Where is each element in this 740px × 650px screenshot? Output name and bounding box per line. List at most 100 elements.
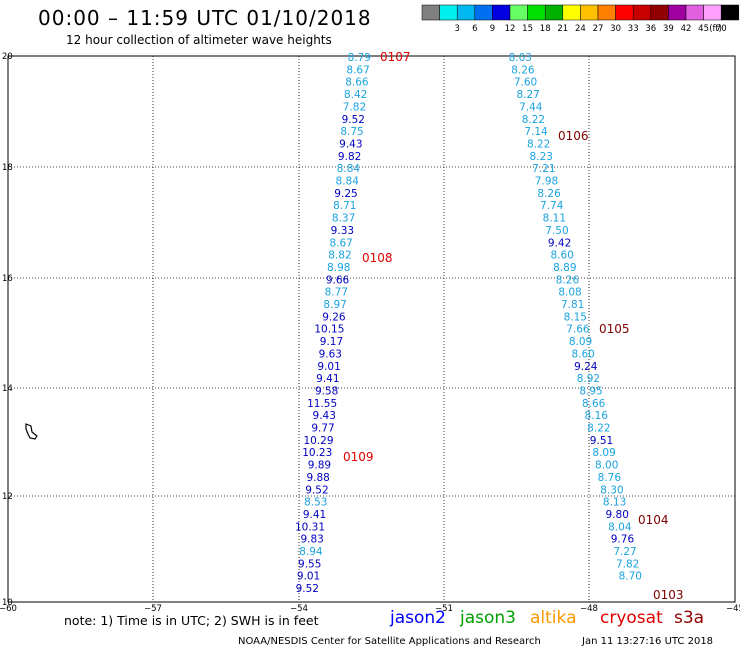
legend-jason2: jason2 xyxy=(390,608,446,628)
swh-value: 8.09 xyxy=(569,336,592,348)
lat-tick-label: 20 xyxy=(2,52,13,62)
swh-value: 9.77 xyxy=(311,423,334,435)
color-legend: 3 6 9 12 15 18 21 24 27 30 33 36 39 42 45 70(ft) xyxy=(421,4,740,34)
swh-value: 8.11 xyxy=(543,213,566,225)
swh-value: 8.09 xyxy=(592,447,615,459)
legend-tick-label: 15 xyxy=(522,24,533,34)
swh-value: 10.23 xyxy=(302,447,332,459)
swh-value: 8.84 xyxy=(337,163,361,175)
legend-jason3: jason3 xyxy=(460,608,516,628)
swh-value: 9.83 xyxy=(300,534,323,546)
swh-value: 9.01 xyxy=(317,361,340,373)
swh-value: 8.66 xyxy=(345,77,369,89)
legend-altika: altika xyxy=(530,608,577,628)
swh-value: 8.84 xyxy=(336,176,360,188)
swh-value: 9.33 xyxy=(331,225,354,237)
swh-value: 7.44 xyxy=(519,101,543,113)
swh-value: 8.94 xyxy=(299,546,323,558)
legend-tick-label: 33 xyxy=(628,24,639,34)
swh-value: 9.24 xyxy=(574,361,598,373)
swh-value: 7.82 xyxy=(343,101,366,113)
swh-value: 9.63 xyxy=(319,348,342,360)
swh-value: 9.25 xyxy=(334,188,357,200)
swh-value: 8.22 xyxy=(587,423,610,435)
swh-value: 7.50 xyxy=(545,225,568,237)
swh-value: 9.52 xyxy=(342,114,365,126)
lon-tick-label: −45 xyxy=(726,604,740,614)
swh-value: 9.76 xyxy=(611,534,635,546)
time-label: 0105 xyxy=(599,322,630,336)
swh-value: 9.41 xyxy=(316,373,339,385)
swh-value: 8.23 xyxy=(530,151,553,163)
swh-value: 7.98 xyxy=(535,176,558,188)
swh-value: 9.51 xyxy=(590,435,613,447)
legend-tick-label: 45 xyxy=(698,24,709,34)
time-label: 0109 xyxy=(343,450,374,464)
swh-value: 8.82 xyxy=(328,250,351,262)
map-frame xyxy=(7,55,736,603)
credit-text: NOAA/NESDIS Center for Satellite Applica… xyxy=(238,636,541,647)
time-label: 0106 xyxy=(558,129,589,143)
swh-value: 8.89 xyxy=(553,262,576,274)
swh-value: 9.43 xyxy=(313,410,336,422)
swh-value: 8.76 xyxy=(598,472,622,484)
swh-value: 9.17 xyxy=(320,336,343,348)
legend-tick-label: 39 xyxy=(663,24,674,34)
legend-swatch xyxy=(720,4,740,21)
swh-value: 9.52 xyxy=(296,583,319,595)
swh-value: 8.00 xyxy=(595,460,618,472)
swh-value: 8.67 xyxy=(346,64,369,76)
swh-value: 8.75 xyxy=(340,126,363,138)
swh-value: 8.27 xyxy=(516,89,539,101)
timestamp: Jan 11 13:27:16 UTC 2018 xyxy=(582,636,714,647)
swh-value: 8.22 xyxy=(527,138,550,150)
swh-value: 8.26 xyxy=(537,188,561,200)
swh-value: 10.29 xyxy=(303,435,333,447)
swh-value: 7.74 xyxy=(540,200,564,212)
swh-value: 9.55 xyxy=(298,558,321,570)
swh-value: 8.66 xyxy=(582,398,606,410)
swh-value: 8.77 xyxy=(325,287,348,299)
lat-tick-label: 12 xyxy=(2,492,13,502)
lat-tick-label: 10 xyxy=(2,598,13,608)
swh-value: 8.67 xyxy=(329,237,352,249)
swh-value: 8.53 xyxy=(304,497,327,509)
swh-value: 9.43 xyxy=(339,138,362,150)
swh-value: 8.26 xyxy=(556,274,580,286)
swh-value: 8.42 xyxy=(344,89,367,101)
lon-tick-label: −51 xyxy=(435,604,453,614)
swh-value: 7.21 xyxy=(532,163,555,175)
swh-value: 9.89 xyxy=(308,460,331,472)
swh-value: 10.31 xyxy=(295,521,325,533)
swh-value: 8.04 xyxy=(608,521,632,533)
swh-value: 8.70 xyxy=(619,571,642,583)
island-outline xyxy=(25,423,38,440)
swh-value: 8.22 xyxy=(522,114,545,126)
swh-value: 8.08 xyxy=(558,287,581,299)
legend-tick-label: 24 xyxy=(575,24,586,34)
swh-value: 8.95 xyxy=(579,385,602,397)
swh-value: 11.55 xyxy=(307,398,337,410)
swh-value: 9.42 xyxy=(548,237,571,249)
legend-tick-label: 6 xyxy=(472,24,477,34)
swh-value: 9.58 xyxy=(315,385,338,397)
legend-tick-label: 36 xyxy=(645,24,656,34)
lon-tick-label: −60 xyxy=(0,604,17,614)
note-text: note: 1) Time is in UTC; 2) SWH is in fe… xyxy=(64,613,319,628)
swh-value: 7.66 xyxy=(566,324,590,336)
legend-tick-label: 18 xyxy=(540,24,551,34)
swh-value: 8.98 xyxy=(327,262,350,274)
swh-value: 9.82 xyxy=(338,151,361,163)
swh-value: 9.41 xyxy=(303,509,326,521)
time-label: 0108 xyxy=(362,251,393,265)
legend-tick-label: 70 xyxy=(716,24,727,34)
swh-value: 8.16 xyxy=(585,410,609,422)
swh-value: 9.88 xyxy=(306,472,329,484)
lon-tick-label: −48 xyxy=(580,604,598,614)
lat-tick-label: 14 xyxy=(2,384,13,394)
time-label: 0103 xyxy=(653,588,684,602)
swh-value: 7.27 xyxy=(613,546,636,558)
lon-tick-label: −57 xyxy=(144,604,162,614)
swh-value: 8.92 xyxy=(577,373,600,385)
